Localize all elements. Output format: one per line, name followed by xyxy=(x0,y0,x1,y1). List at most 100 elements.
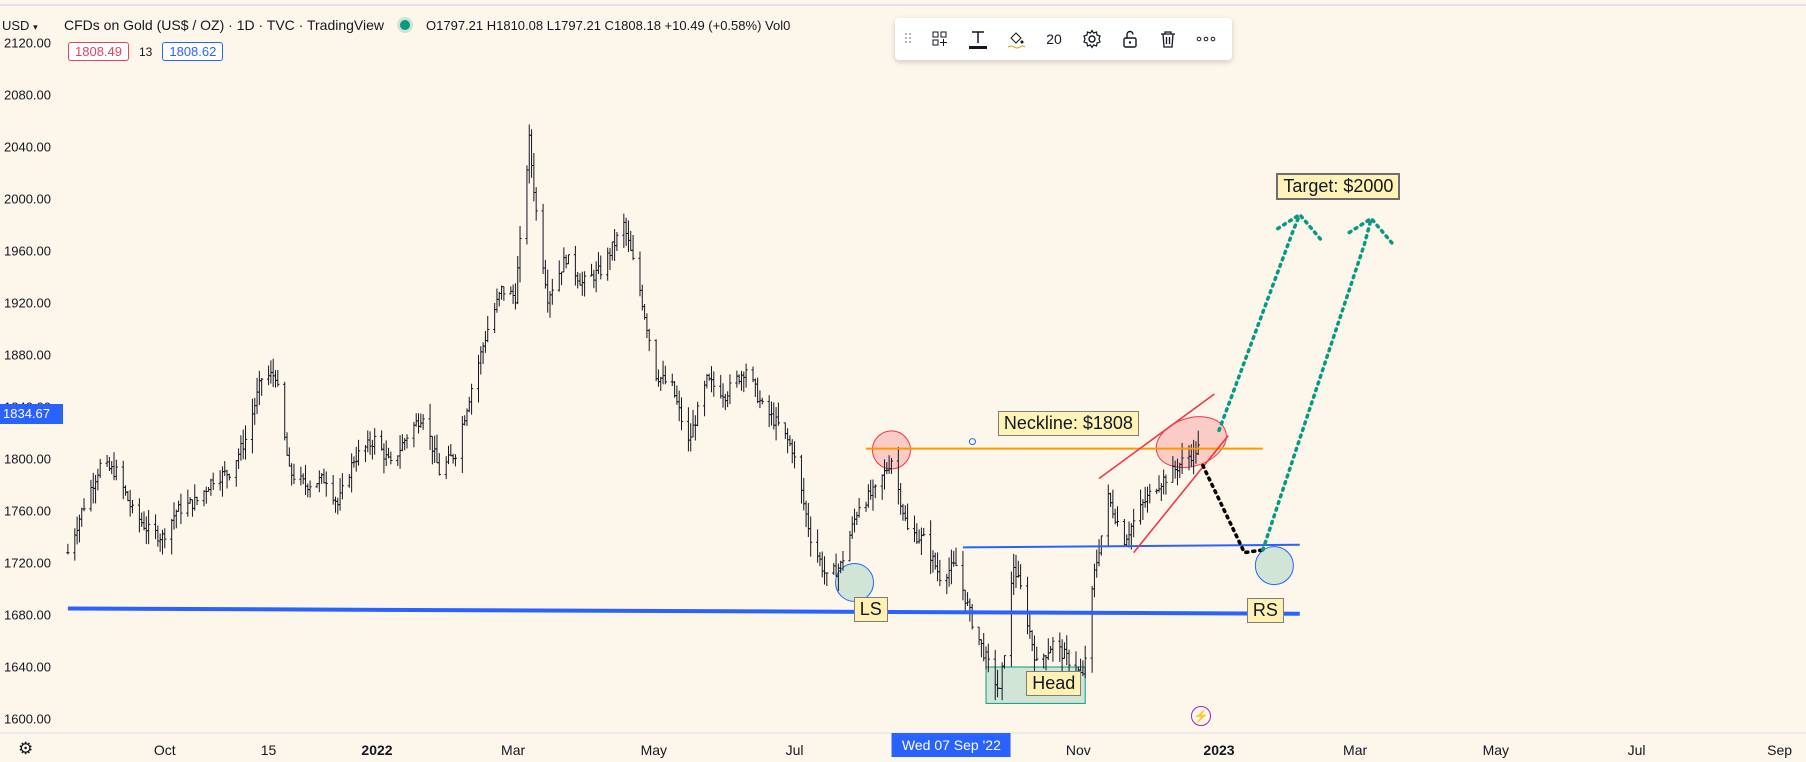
target-label[interactable]: Target: $2000 xyxy=(1276,173,1401,200)
currency-label: USD xyxy=(2,17,30,33)
candles-layer[interactable] xyxy=(66,124,1200,701)
price-bar xyxy=(290,463,294,486)
price-bar xyxy=(702,380,707,417)
price-bar xyxy=(594,261,598,293)
spread-value: 13 xyxy=(139,44,153,59)
price-bar xyxy=(576,271,580,289)
projections-layer[interactable] xyxy=(1201,212,1395,555)
price-bar xyxy=(938,560,942,587)
price-bar xyxy=(712,371,716,397)
price-bar xyxy=(1162,469,1166,495)
price-bar xyxy=(499,285,504,300)
price-bar xyxy=(156,525,160,547)
price-bar xyxy=(174,509,178,529)
price-bar xyxy=(453,454,458,467)
price-tick-label: 1920.00 xyxy=(4,295,51,311)
price-bar xyxy=(1159,483,1163,501)
price-bar xyxy=(306,483,310,498)
price-bar xyxy=(414,413,418,427)
market-status-icon[interactable] xyxy=(400,20,411,30)
price-bar xyxy=(223,461,227,476)
price-bar xyxy=(98,458,102,478)
price-bar xyxy=(670,373,674,387)
trade-badges: 1808.49 13 1808.62 xyxy=(68,42,224,61)
price-bar xyxy=(481,342,485,365)
price-bar xyxy=(209,478,213,496)
trendlines-layer[interactable] xyxy=(67,393,1300,616)
price-bar xyxy=(889,457,894,475)
unlock-icon[interactable] xyxy=(1111,18,1149,60)
price-bar xyxy=(1095,549,1099,578)
price-bar xyxy=(564,254,568,269)
neck-right-ellipse xyxy=(1155,416,1227,468)
right-shoulder-label[interactable]: RS xyxy=(1246,597,1284,623)
price-bar xyxy=(66,543,70,555)
wedge-upper-line xyxy=(1098,393,1215,480)
price-bar xyxy=(236,448,241,470)
price-bar xyxy=(137,498,141,533)
price-bar xyxy=(919,527,924,556)
price-bar xyxy=(709,366,714,393)
drag-handle-icon[interactable]: ⠿ xyxy=(902,30,914,47)
price-bar xyxy=(792,441,797,469)
chart-settings-gear-icon[interactable]: ⚙ xyxy=(18,739,34,758)
price-bar xyxy=(476,354,481,403)
time-axis[interactable]: Oct 15 2022 Mar May Jul Nov 2023 Mar May Jul Sep xyxy=(0,736,1806,762)
price-bar xyxy=(806,503,810,538)
price-bar xyxy=(188,497,192,504)
price-bar xyxy=(947,557,951,587)
price-bar xyxy=(260,378,264,396)
price-bar xyxy=(333,496,338,513)
price-bar xyxy=(368,431,372,455)
price-tick-label: 2120.00 xyxy=(4,35,51,51)
price-bar xyxy=(516,255,520,305)
price-bar xyxy=(832,563,836,575)
price-bar xyxy=(380,430,384,451)
neckline-label[interactable]: Neckline: $1808 xyxy=(997,410,1139,436)
template-icon[interactable] xyxy=(921,18,959,60)
symbol-title[interactable]: CFDs on Gold (US$ / OZ) · 1D · TVC · Tra… xyxy=(64,17,385,33)
trash-icon[interactable] xyxy=(1149,18,1187,60)
price-bar xyxy=(179,493,183,525)
price-bar xyxy=(935,552,940,582)
price-bar xyxy=(550,278,554,305)
price-bar xyxy=(931,550,935,573)
price-bar xyxy=(1115,506,1120,527)
price-bar xyxy=(469,383,474,415)
price-bar xyxy=(435,434,439,464)
price-bar xyxy=(774,407,778,441)
price-bar xyxy=(816,529,820,563)
left-shoulder-label[interactable]: LS xyxy=(853,596,888,622)
price-bar xyxy=(416,413,421,434)
events-flash-icon[interactable]: ⚡ xyxy=(1191,706,1211,726)
price-bar xyxy=(573,245,577,286)
buy-price-button[interactable]: 1808.62 xyxy=(162,42,224,61)
price-bar xyxy=(663,365,667,385)
price-bar xyxy=(965,592,970,607)
color-fill-icon[interactable] xyxy=(997,18,1035,60)
price-bar xyxy=(1067,649,1071,674)
price-bar xyxy=(479,346,483,375)
price-bar xyxy=(257,370,261,406)
currency-selector[interactable]: USD ▾ xyxy=(0,18,64,33)
price-bar xyxy=(195,496,199,506)
time-tick-label: Oct xyxy=(153,742,176,758)
head-label[interactable]: Head xyxy=(1026,671,1082,696)
price-bar xyxy=(802,477,806,511)
price-bar xyxy=(128,489,132,517)
price-bar xyxy=(679,397,684,431)
line-width-value[interactable]: 20 xyxy=(1046,31,1062,47)
price-bar xyxy=(728,374,732,405)
price-bar xyxy=(511,284,515,305)
more-icon[interactable] xyxy=(1187,18,1225,60)
price-tick-label: 1640.00 xyxy=(4,659,51,675)
settings-gear-icon[interactable] xyxy=(1073,18,1111,60)
price-bar xyxy=(96,468,100,491)
price-bar xyxy=(970,604,974,630)
crosshair-time-label: Wed 07 Sep '22 xyxy=(891,733,1011,757)
sell-price-button[interactable]: 1808.49 xyxy=(68,42,129,61)
line-style-icon[interactable] xyxy=(959,18,997,60)
price-bar xyxy=(744,363,748,388)
time-tick-label: 2023 xyxy=(1203,742,1235,758)
